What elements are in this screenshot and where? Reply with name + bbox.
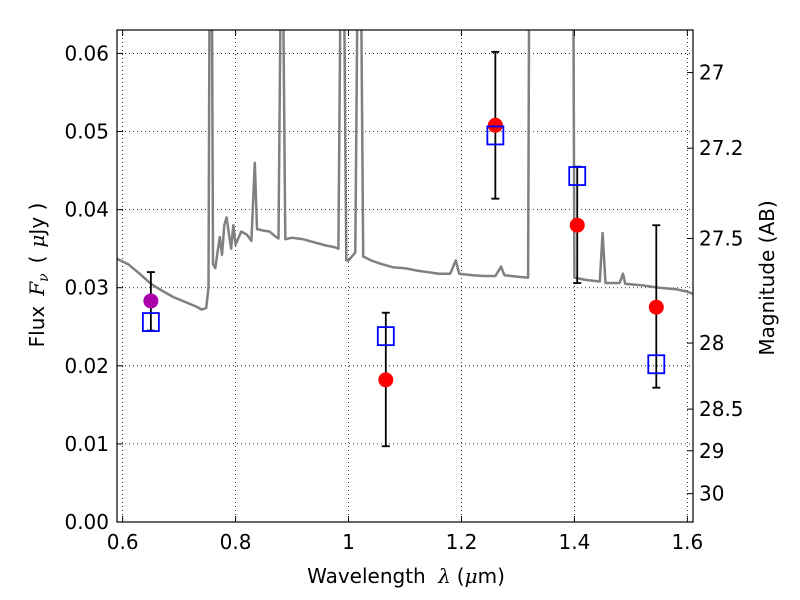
model-photometry-marker [486, 125, 505, 146]
magnitude-tick-label: 30 [699, 482, 724, 506]
y-tick-label: 0.06 [64, 41, 109, 65]
observed-flux-point [648, 299, 664, 315]
x-axis-label: Wavelength λ (μm) [307, 564, 505, 588]
magnitude-tick-label: 28.5 [699, 397, 744, 421]
y-axis-label: FluxFν(μJy ) [25, 203, 52, 348]
magnitude-tick-label: 29 [699, 439, 724, 463]
y-tick-label: 0.01 [64, 432, 109, 456]
magnitude-tick-label: 28 [699, 331, 724, 355]
y-tick-label: 0.05 [64, 120, 109, 144]
y-axis-right-label: Magnitude (AB) [755, 200, 779, 355]
grid [117, 30, 693, 522]
observed-flux-point [143, 293, 159, 309]
model-spectrum-layer [117, 30, 693, 311]
observed-points [143, 117, 664, 388]
x-tick-label: 0.8 [220, 530, 252, 554]
observed-flux-point [569, 217, 585, 233]
x-tick-label: 1 [342, 530, 355, 554]
model-photometry-marker [376, 326, 395, 347]
observed-flux-point [378, 372, 394, 388]
observed-flux-point [487, 117, 503, 133]
model-spectrum-line [117, 30, 693, 311]
magnitude-tick-label: 27.5 [699, 226, 744, 250]
magnitude-tick-label: 27.2 [699, 136, 744, 160]
model-photometry-marker [141, 312, 160, 332]
model-photometry-marker [568, 166, 587, 186]
y-tick-label: 0.02 [64, 354, 109, 378]
y-tick-label: 0.03 [64, 276, 109, 300]
x-tick-label: 0.6 [107, 530, 139, 554]
y-tick-label: 0.00 [64, 510, 109, 534]
axis-ticks: 0.6 0.8 1 1.2 1.4 1.6 0.00 0.01 0.02 0.03 0.04 0.05… [64, 30, 744, 554]
model-photometry-points [141, 125, 666, 375]
plot-frame [116, 29, 694, 523]
errorbars [146, 50, 661, 448]
magnitude-tick-label: 27 [699, 61, 724, 85]
x-tick-label: 1.4 [559, 530, 591, 554]
y-tick-label: 0.04 [64, 198, 109, 222]
model-photometry-marker [647, 354, 666, 375]
x-tick-label: 1.6 [671, 530, 703, 554]
x-tick-label: 1.2 [446, 530, 478, 554]
